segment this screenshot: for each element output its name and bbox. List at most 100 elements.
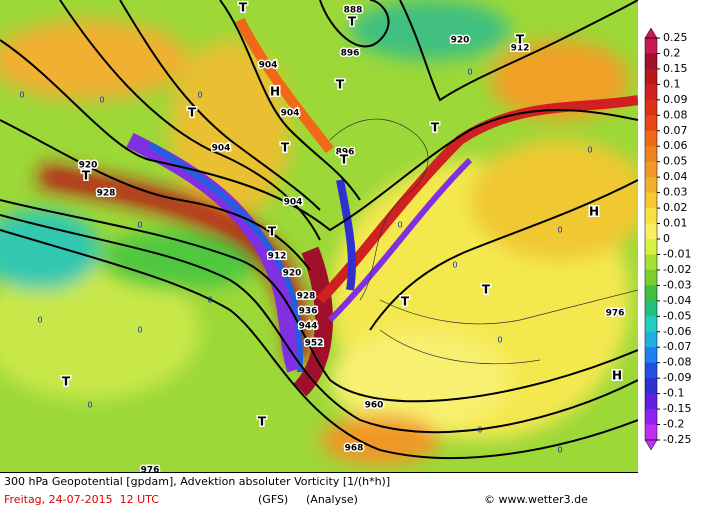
footer-credit: © www.wetter3.de	[484, 493, 588, 506]
contour-label: 960	[365, 401, 384, 411]
contour-label: 976	[141, 466, 160, 474]
colorbar-label: -0.01	[663, 247, 691, 260]
pressure-center: T	[336, 78, 345, 92]
contour-label: 920	[283, 269, 302, 279]
contour-label: 928	[97, 189, 116, 199]
colorbar-label: -0.07	[663, 340, 691, 353]
footer-analysis: (Analyse)	[306, 493, 358, 506]
contour-label: 896	[341, 49, 360, 59]
pressure-center: T	[82, 169, 91, 183]
colorbar-cell	[645, 316, 657, 333]
zero-label: 0	[87, 401, 92, 410]
map: 888 896 904 904 904 904 896 912 920 920 928 912 920 9…	[0, 0, 691, 474]
pressure-center: T	[340, 153, 349, 167]
footer-date: Freitag, 24-07-2015 12 UTC	[4, 493, 159, 506]
colorbar-cell	[645, 239, 657, 255]
colorbar-label: -0.04	[663, 294, 691, 307]
pressure-center: T	[188, 106, 197, 120]
colorbar-label: 0.1	[663, 77, 681, 90]
colorbar-cell	[645, 393, 657, 410]
colorbar-cell	[645, 378, 657, 395]
colorbar-label: -0.05	[663, 309, 691, 322]
colorbar-label: 0.06	[663, 139, 688, 152]
pressure-center: T	[62, 375, 71, 389]
pressure-center: T	[348, 15, 357, 29]
contour-label: 920	[79, 161, 98, 171]
colorbar: 0.25 0.2 0.15 0.1 0.09 0.08 0.07 0.06 0.05 0.04 0.…	[644, 27, 691, 451]
zero-label: 0	[557, 226, 562, 235]
colorbar-label: 0.01	[663, 217, 688, 230]
colorbar-cell	[645, 99, 657, 116]
contour-label: 896	[336, 148, 355, 158]
contour-label: 968	[345, 444, 364, 454]
zero-label: 0	[19, 91, 24, 100]
colorbar-label: 0	[663, 232, 670, 245]
colorbar-cell	[645, 130, 657, 147]
pressure-center: T	[401, 295, 410, 309]
colorbar-label: -0.02	[663, 263, 691, 276]
colorbar-cell	[645, 331, 657, 348]
colorbar-cell	[645, 177, 657, 194]
colorbar-cell	[645, 161, 657, 178]
contour-label: 904	[281, 109, 300, 119]
contour-label: 904	[284, 198, 303, 208]
contour-label: 928	[297, 292, 316, 302]
colorbar-label: 0.09	[663, 93, 688, 106]
colorbar-label: -0.25	[663, 433, 691, 446]
zero-label: 0	[397, 221, 402, 230]
zero-label: 0	[137, 221, 142, 230]
pressure-center: T	[281, 141, 290, 155]
contour-label: 952	[305, 339, 324, 349]
zero-label: 0	[587, 146, 592, 155]
pressure-center: T	[268, 225, 277, 239]
zero-label: 0	[452, 261, 457, 270]
contour-label: 944	[299, 322, 318, 332]
footer-model: (GFS)	[258, 493, 289, 506]
colorbar-label: -0.06	[663, 325, 691, 338]
colorbar-cell	[645, 38, 657, 54]
contour-label: 912	[511, 44, 530, 54]
contour-label: 976	[606, 309, 625, 319]
colorbar-cell	[645, 192, 657, 209]
colorbar-label: 0.25	[663, 31, 688, 44]
colorbar-label: -0.08	[663, 356, 691, 369]
zero-label: 0	[557, 446, 562, 455]
colorbar-cell	[645, 53, 657, 70]
pressure-center: H	[270, 85, 280, 99]
pressure-center: T	[258, 415, 267, 429]
contour-label: 904	[259, 61, 278, 71]
colorbar-cell	[645, 424, 657, 441]
colorbar-cell	[645, 146, 657, 163]
colorbar-cell	[645, 285, 657, 302]
colorbar-label: 0.04	[663, 170, 688, 183]
pressure-center: T	[239, 1, 248, 15]
colorbar-label: -0.2	[663, 418, 684, 431]
contour-label: 912	[268, 252, 287, 262]
colorbar-cell	[645, 208, 657, 225]
contour-label: 936	[299, 307, 318, 317]
pressure-center: T	[482, 283, 491, 297]
colorbar-label: -0.09	[663, 371, 691, 384]
colorbar-label: 0.15	[663, 62, 688, 75]
footer-description: 300 hPa Geopotential [gpdam], Advektion …	[4, 475, 391, 488]
zero-label: 0	[137, 326, 142, 335]
contour-label: 888	[344, 6, 363, 16]
contour-label: 904	[212, 144, 231, 154]
colorbar-cell	[645, 300, 657, 317]
zero-label: 0	[37, 316, 42, 325]
contour-label: 920	[451, 36, 470, 46]
zero-label: 0	[467, 68, 472, 77]
colorbar-cell	[645, 84, 657, 101]
zero-label: 0	[207, 296, 212, 305]
zero-label: 0	[197, 91, 202, 100]
zero-label: 0	[99, 96, 104, 105]
pressure-center: T	[516, 33, 525, 47]
pressure-center: H	[589, 205, 599, 219]
colorbar-label: 0.2	[663, 46, 681, 59]
zero-label: 0	[497, 336, 502, 345]
colorbar-cell	[645, 269, 657, 286]
colorbar-arrow	[644, 27, 658, 39]
colorbar-arrow	[644, 439, 658, 451]
colorbar-label: 0.08	[663, 108, 688, 121]
